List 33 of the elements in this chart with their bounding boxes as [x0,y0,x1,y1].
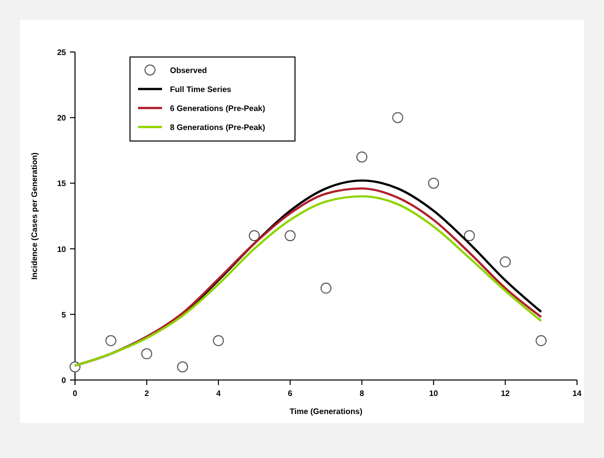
point [212,335,224,346]
point [428,178,440,189]
x-tick-label: 6 [288,389,293,398]
point [536,335,547,346]
point [500,256,511,268]
y-tick-label: 15 [57,179,67,188]
x-tick-label: 4 [216,389,222,398]
x-tick-label: 10 [429,389,439,398]
x-tick-label: 12 [500,389,510,398]
point [392,112,404,124]
point [141,348,152,360]
legend-label: 6 Generations (Pre-Peak) [170,104,266,113]
point [356,151,368,162]
y-tick-label: 5 [62,310,67,320]
y-axis-title: Incidence (Cases per Generation) [30,152,39,280]
legend-label: Observed [170,66,208,75]
point [284,230,296,242]
point [105,335,116,346]
y-tick-label: 25 [57,48,67,57]
y-tick-label: 0 [62,376,67,385]
x-tick-label: 14 [572,389,582,398]
legend-label: 8 Generations (Pre-Peak) [170,123,266,132]
point [464,230,475,242]
x-tick-label: 0 [72,389,78,398]
point [248,230,260,242]
point [177,361,188,372]
x-axis-title: Time (Generations) [290,407,363,416]
x-tick-label: 2 [144,389,150,398]
legend-label: Full Time Series [170,85,232,94]
y-tick-label: 20 [57,114,67,123]
y-tick-label: 10 [57,244,67,254]
point [320,282,332,294]
x-tick-label: 8 [360,389,365,398]
